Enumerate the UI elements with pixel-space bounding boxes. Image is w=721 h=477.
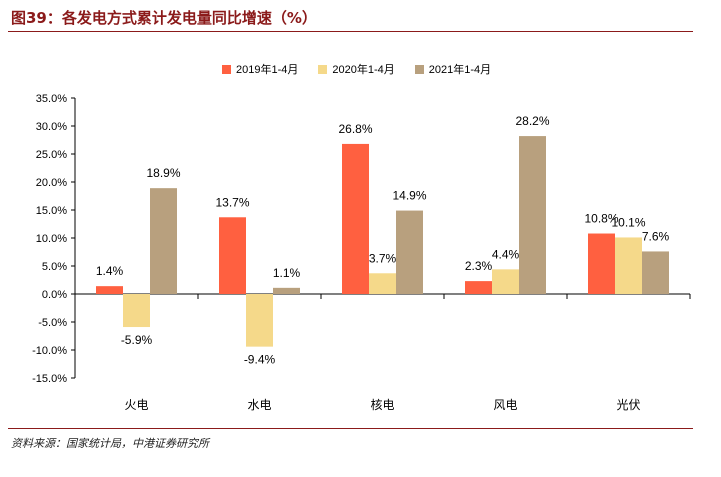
- data-label: 28.2%: [515, 114, 549, 128]
- bottom-divider: [8, 428, 693, 429]
- bar: [519, 136, 546, 294]
- legend-swatch-2021: [414, 64, 424, 74]
- x-category-label: 光伏: [616, 398, 640, 412]
- bar: [123, 294, 150, 328]
- data-label: 3.7%: [369, 251, 397, 265]
- legend-label-2020: 2020年1-4月: [332, 64, 395, 76]
- chart-legend: 2019年1-4月 2020年1-4月 2021年1-4月: [222, 61, 491, 77]
- figure-title: 图39：各发电方式累计发电量同比增速（%）: [11, 9, 317, 27]
- bar: [615, 237, 642, 294]
- bar: [369, 273, 396, 294]
- bar: [642, 251, 669, 294]
- data-label: 4.4%: [492, 247, 520, 261]
- x-category-label: 核电: [370, 398, 394, 412]
- bar: [150, 188, 177, 294]
- y-tick-label: -15.0%: [32, 373, 67, 385]
- x-category-label: 水电: [247, 398, 271, 412]
- data-label: 26.8%: [338, 122, 372, 136]
- y-tick-label: 30.0%: [36, 121, 67, 133]
- data-label: 10.8%: [584, 212, 618, 226]
- y-tick-label: 10.0%: [36, 233, 67, 245]
- bar: [96, 286, 123, 294]
- y-tick-label: 15.0%: [36, 205, 67, 217]
- legend-item-2021: 2021年1-4月: [414, 61, 492, 77]
- x-category-label: 火电: [124, 398, 148, 412]
- data-label: -9.4%: [244, 353, 276, 367]
- bar: [342, 143, 369, 294]
- bar: [588, 233, 615, 294]
- bar-chart: 35.0% 30.0% 25.0% 20.0% 15.0% 10.0% 5.0% 0.0% -5…: [32, 93, 691, 412]
- bar: [273, 287, 300, 294]
- data-label: 1.1%: [273, 266, 301, 280]
- legend-label-2021: 2021年1-4月: [428, 64, 492, 76]
- bar: [492, 269, 519, 294]
- top-divider: [8, 31, 693, 32]
- y-tick-label: 35.0%: [36, 93, 67, 105]
- y-tick-label: -10.0%: [32, 345, 67, 357]
- bar: [396, 210, 423, 294]
- source-note: 资料来源：国家统计局，中港证券研究所: [11, 437, 209, 450]
- legend-item-2019: 2019年1-4月: [222, 61, 298, 77]
- bar: [219, 217, 246, 294]
- legend-swatch-2019: [222, 64, 231, 74]
- data-label: 1.4%: [96, 264, 124, 278]
- data-label: 2.3%: [465, 259, 493, 273]
- data-label: 10.1%: [611, 215, 645, 229]
- bar: [465, 281, 492, 294]
- data-label: -5.9%: [121, 333, 153, 347]
- data-label: 7.6%: [642, 229, 670, 243]
- legend-swatch-2020: [318, 64, 328, 74]
- legend-item-2020: 2020年1-4月: [318, 61, 395, 77]
- y-tick-label: 0.0%: [42, 289, 67, 301]
- data-label: 13.7%: [215, 195, 249, 209]
- y-tick-label: 25.0%: [36, 149, 67, 161]
- y-tick-label: -5.0%: [38, 317, 67, 329]
- x-category-label: 风电: [493, 398, 517, 412]
- legend-label-2019: 2019年1-4月: [236, 64, 299, 76]
- data-label: 18.9%: [146, 166, 180, 180]
- y-tick-label: 20.0%: [36, 177, 67, 189]
- y-tick-label: 5.0%: [42, 261, 67, 273]
- bar: [246, 294, 273, 347]
- data-label: 14.9%: [392, 189, 426, 203]
